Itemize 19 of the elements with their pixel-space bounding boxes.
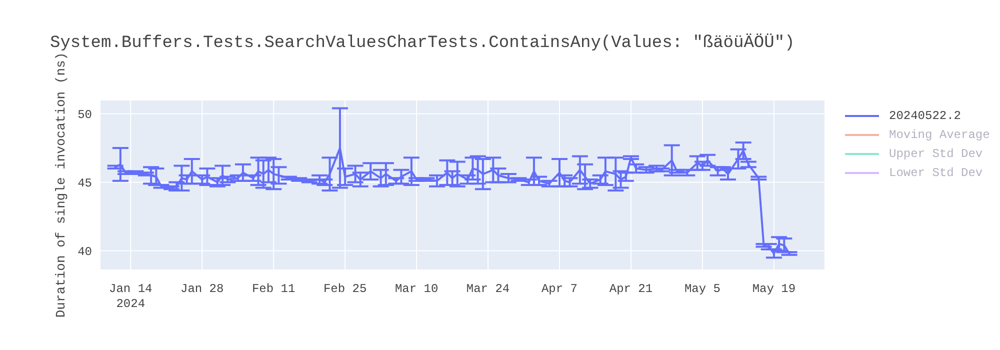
x-tick-label: Jan 28: [180, 282, 224, 296]
y-axis-title: Duration of single invocation (ns): [54, 52, 69, 318]
legend-label: 20240522.2: [889, 108, 962, 122]
x-tick-label: Apr 21: [609, 282, 653, 296]
x-tick-label: Feb 11: [252, 282, 296, 296]
y-tick-label: 50: [78, 108, 92, 122]
x-tick-label: Jan 14 2024: [109, 282, 152, 311]
y-tick-label: 45: [78, 176, 92, 191]
x-tick-label: May 5: [684, 282, 720, 296]
y-tick-label: 40: [78, 245, 92, 260]
legend-label: Lower Std Dev: [889, 166, 983, 180]
x-tick-label: Apr 7: [542, 282, 578, 296]
x-tick-label: Mar 24: [466, 282, 510, 296]
x-tick-label: Mar 10: [394, 282, 438, 296]
x-tick-label: Feb 25: [323, 282, 367, 296]
legend-label: Upper Std Dev: [889, 146, 983, 160]
x-tick-label: May 19: [752, 282, 796, 296]
chart-title: System.Buffers.Tests.SearchValuesCharTests.ContainsAny(Values: "ßäöüÄÖÜ"): [50, 34, 795, 53]
legend-label: Moving Average: [889, 128, 990, 142]
